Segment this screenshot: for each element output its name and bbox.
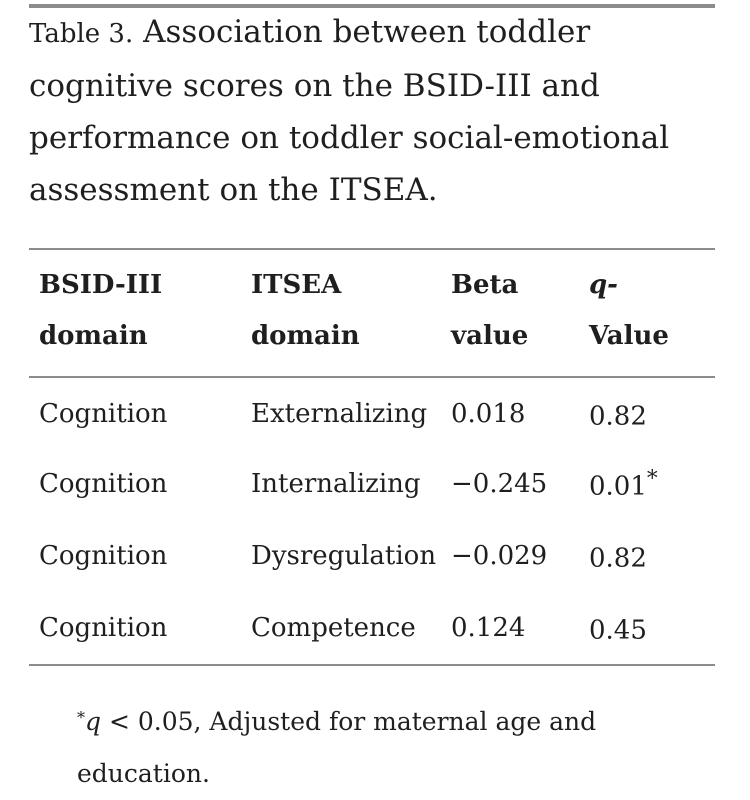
cell-bsid-domain: Cognition [39, 399, 168, 429]
header-itsea-line1: ITSEA [251, 270, 342, 300]
cell-q-value: 0.82 [579, 520, 715, 592]
q-value-text: 0.01 [589, 471, 647, 502]
cell-beta-value: 0.124 [451, 613, 526, 643]
table-row: Cognition Competence 0.124 0.45 [29, 592, 715, 665]
header-beta-line2: value [451, 321, 529, 351]
caption-label: Table 3. [29, 19, 134, 49]
table-header: BSID-III domain ITSEA domain Beta value q- V… [29, 249, 715, 377]
header-bsid-domain: BSID-III domain [29, 249, 241, 377]
table-body: Cognition Externalizing 0.018 0.82 Cogni… [29, 377, 715, 665]
q-value-text: 0.45 [589, 615, 647, 646]
caption-text: Association between toddler cognitive sc… [29, 14, 670, 208]
table-row: Cognition Externalizing 0.018 0.82 [29, 377, 715, 448]
cell-beta-value: −0.029 [451, 541, 548, 571]
cell-itsea-domain: Internalizing [251, 469, 421, 499]
header-bsid-line1: BSID-III [39, 270, 163, 300]
header-q-line2: Value [589, 321, 669, 351]
top-rule [29, 4, 715, 8]
cell-q-value: 0.01* [579, 448, 715, 520]
cell-q-value: 0.82 [579, 377, 715, 448]
q-value-text: 0.82 [589, 401, 647, 432]
header-q-line1: q- [589, 270, 618, 300]
header-q-value: q- Value [579, 249, 715, 377]
table-footnote: *q < 0.05, Adjusted for maternal age and… [77, 696, 697, 800]
cell-bsid-domain: Cognition [39, 541, 168, 571]
header-beta-line1: Beta [451, 270, 519, 300]
q-value-text: 0.82 [589, 543, 647, 574]
data-table-container: BSID-III domain ITSEA domain Beta value q- V… [29, 248, 715, 666]
table-caption: Table 3. Association between toddler cog… [29, 6, 719, 216]
cell-beta-value: 0.018 [451, 399, 526, 429]
cell-itsea-domain: Competence [251, 613, 416, 643]
cell-bsid-domain: Cognition [39, 613, 168, 643]
footnote-text: < 0.05, Adjusted for maternal age and ed… [77, 707, 597, 788]
footnote-variable: q [85, 707, 102, 736]
header-itsea-domain: ITSEA domain [241, 249, 441, 377]
cell-bsid-domain: Cognition [39, 469, 168, 499]
cell-beta-value: −0.245 [451, 469, 548, 499]
table-row: Cognition Dysregulation −0.029 0.82 [29, 520, 715, 592]
table-row: Cognition Internalizing −0.245 0.01* [29, 448, 715, 520]
association-table: BSID-III domain ITSEA domain Beta value q- V… [29, 248, 715, 666]
cell-itsea-domain: Dysregulation [251, 541, 437, 571]
header-row: BSID-III domain ITSEA domain Beta value q- V… [29, 249, 715, 377]
cell-q-value: 0.45 [579, 592, 715, 665]
footnote-mark: * [77, 708, 85, 727]
significance-mark: * [646, 466, 658, 492]
header-itsea-line2: domain [251, 321, 360, 351]
header-beta-value: Beta value [441, 249, 579, 377]
header-bsid-line2: domain [39, 321, 148, 351]
cell-itsea-domain: Externalizing [251, 399, 428, 429]
